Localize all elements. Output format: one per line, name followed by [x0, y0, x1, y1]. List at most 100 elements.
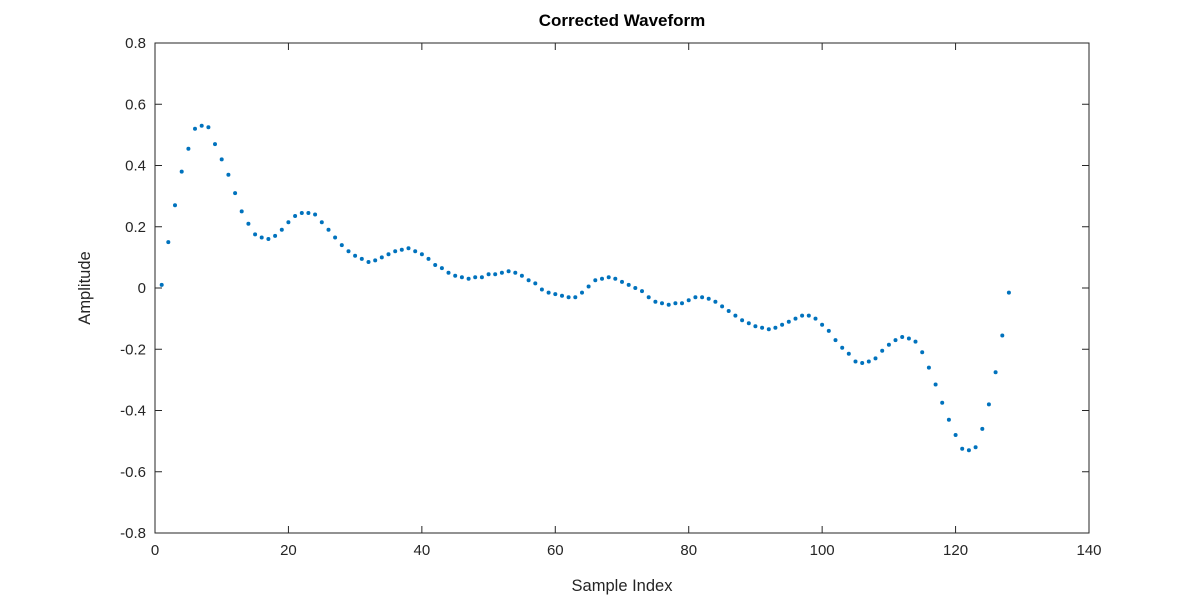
data-point — [399, 247, 404, 252]
data-point — [733, 313, 738, 318]
data-point — [233, 191, 238, 196]
data-point — [626, 282, 631, 287]
x-axis-label: Sample Index — [572, 577, 674, 595]
y-tick-label: 0.4 — [125, 158, 146, 175]
data-point — [433, 263, 438, 267]
data-point — [439, 266, 444, 271]
data-point — [499, 270, 504, 275]
data-point — [246, 221, 251, 226]
data-point — [546, 290, 551, 295]
data-point — [820, 322, 825, 327]
x-tick-label: 80 — [680, 542, 697, 559]
data-point — [353, 253, 358, 258]
data-point — [980, 426, 985, 431]
data-point — [740, 318, 745, 323]
data-point — [566, 295, 571, 300]
x-tick-label: 100 — [810, 542, 835, 559]
data-point — [813, 316, 818, 321]
data-point — [1006, 290, 1011, 295]
data-point — [613, 276, 618, 281]
data-point — [413, 249, 418, 254]
data-point — [766, 327, 771, 332]
data-point — [446, 270, 451, 275]
data-point — [800, 313, 805, 318]
data-point — [640, 289, 644, 294]
data-point — [333, 235, 338, 240]
data-point — [406, 246, 411, 251]
data-point — [860, 361, 865, 365]
data-point — [206, 125, 211, 130]
data-point — [693, 295, 698, 300]
data-point — [273, 233, 278, 238]
data-point — [700, 295, 705, 300]
data-point — [973, 445, 978, 450]
data-point — [533, 281, 538, 286]
data-point — [219, 157, 224, 162]
data-point — [666, 302, 671, 307]
data-point — [379, 255, 384, 260]
data-point — [986, 402, 991, 407]
data-point — [900, 335, 905, 339]
y-tick-label: 0.6 — [125, 96, 146, 113]
data-point — [553, 292, 558, 297]
data-point — [673, 301, 678, 306]
x-tick-label: 140 — [1076, 542, 1101, 559]
data-point — [419, 252, 424, 257]
data-point — [526, 278, 531, 283]
data-point — [326, 227, 331, 232]
data-point — [906, 336, 911, 341]
data-point — [893, 338, 898, 343]
data-point — [680, 301, 684, 306]
data-point — [753, 324, 758, 329]
data-point — [193, 126, 197, 131]
data-point — [926, 365, 931, 370]
data-point — [913, 339, 918, 344]
data-point — [746, 321, 751, 326]
data-point — [866, 359, 871, 364]
data-point — [306, 211, 311, 215]
data-point — [593, 278, 598, 283]
data-point — [286, 220, 291, 225]
data-point — [253, 232, 258, 237]
data-point — [179, 169, 184, 174]
data-point — [199, 123, 204, 128]
y-tick-label: -0.6 — [120, 464, 146, 481]
data-point — [880, 348, 885, 353]
data-point — [486, 272, 491, 277]
data-point — [279, 227, 284, 232]
data-point — [873, 356, 878, 361]
data-point — [786, 319, 791, 324]
data-point — [846, 351, 851, 356]
data-point — [833, 338, 838, 343]
y-axis-label: Amplitude — [76, 251, 94, 324]
data-point — [580, 290, 584, 295]
plot-area: 0 20 40 60 80 100 120 140 -0.8 -0.6 -0.4 -0.2 0 0.2 0.… — [120, 35, 1101, 559]
data-point — [186, 146, 191, 151]
data-point — [780, 322, 785, 327]
data-point — [159, 282, 164, 287]
data-point — [653, 299, 658, 304]
data-point — [466, 276, 471, 281]
data-point — [760, 325, 765, 330]
data-point — [473, 275, 478, 280]
data-point — [946, 417, 951, 422]
data-point — [966, 448, 971, 453]
data-point — [386, 252, 391, 257]
data-point — [506, 269, 511, 274]
data-point — [313, 212, 318, 217]
data-point — [299, 211, 304, 215]
data-point — [359, 256, 364, 261]
data-point — [960, 446, 965, 451]
data-point — [773, 325, 778, 330]
data-point — [993, 370, 998, 375]
y-tick-label: 0.8 — [125, 35, 146, 52]
data-point — [513, 270, 518, 275]
plot-border — [154, 42, 1090, 534]
data-point — [493, 272, 498, 277]
data-point — [600, 276, 604, 281]
data-point — [806, 313, 811, 318]
x-tick-label: 0 — [151, 542, 159, 559]
data-point — [393, 249, 398, 254]
data-point — [840, 345, 845, 350]
data-point — [319, 220, 324, 225]
